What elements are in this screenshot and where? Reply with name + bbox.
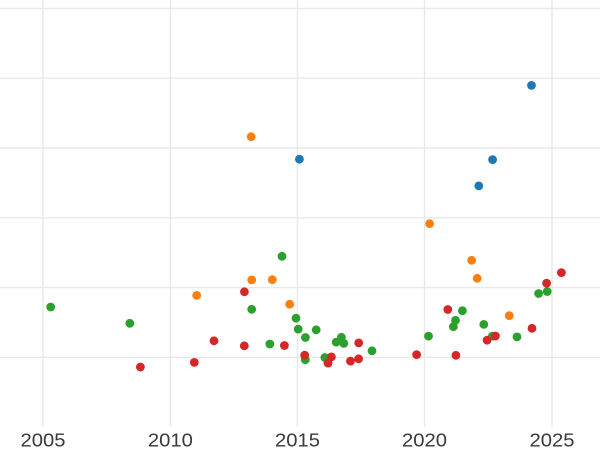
svg-text:2025: 2025: [530, 431, 575, 451]
svg-text:2010: 2010: [148, 431, 193, 451]
svg-text:2020: 2020: [402, 431, 447, 451]
svg-text:2005: 2005: [21, 431, 66, 451]
svg-text:2015: 2015: [275, 431, 320, 451]
